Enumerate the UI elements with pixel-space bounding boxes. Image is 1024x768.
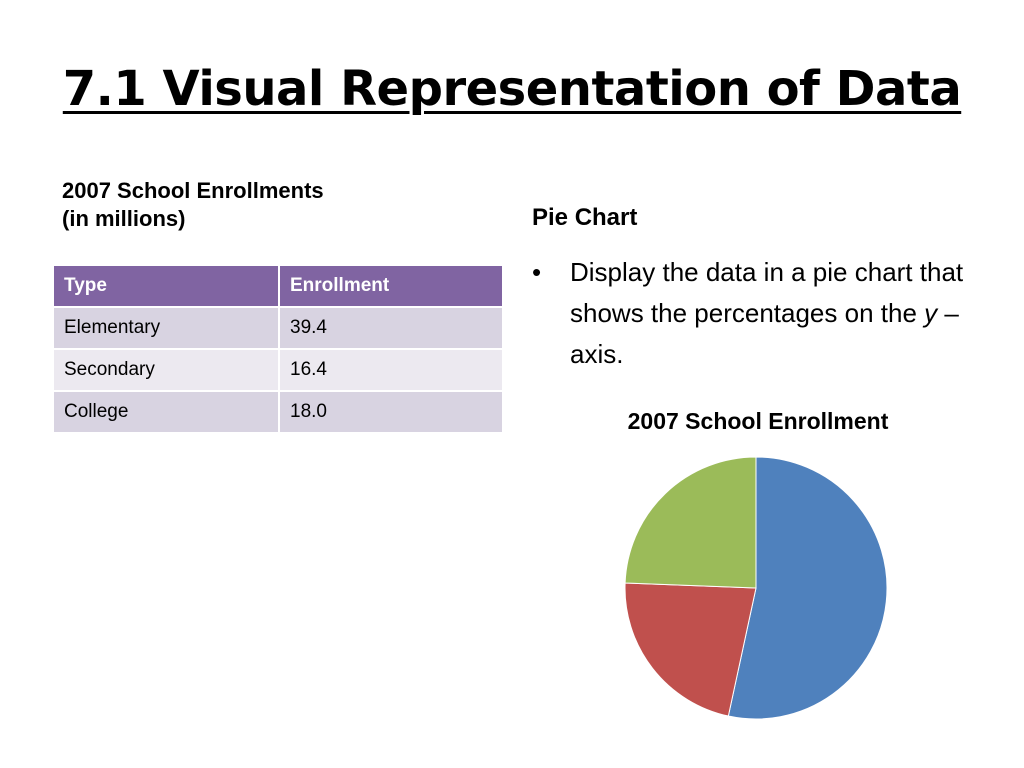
table-row: Elementary 39.4 [52, 306, 504, 350]
pie-chart-heading: Pie Chart [532, 204, 638, 231]
table-cell-type: Secondary [52, 348, 280, 392]
enrollment-table: Type Enrollment Elementary 39.4 Secondar… [52, 264, 504, 434]
bullet-item: • Display the data in a pie chart that s… [532, 252, 992, 374]
pie-slice-college [624, 456, 757, 589]
slide-title: 7.1 Visual Representation of Data [62, 61, 962, 117]
table-cell-enrollment: 18.0 [278, 390, 504, 434]
pie-slice-secondary [624, 582, 757, 717]
table-header-enrollment: Enrollment [278, 264, 504, 308]
table-row: Secondary 16.4 [52, 348, 504, 392]
table-header-row: Type Enrollment [52, 264, 504, 308]
pie-slice-elementary [727, 456, 888, 720]
bullet-text: Display the data in a pie chart that sho… [570, 252, 992, 374]
chart-title: 2007 School Enrollment [627, 408, 889, 434]
table-row: College 18.0 [52, 390, 504, 434]
bullet-text-part-2: – axis. [570, 297, 959, 369]
table-caption-line-1: 2007 School Enrollments [62, 178, 324, 203]
table-cell-enrollment: 39.4 [278, 306, 504, 350]
bullet-variable: y [924, 297, 938, 328]
table-cell-type: College [52, 390, 280, 434]
table-cell-enrollment: 16.4 [278, 348, 504, 392]
table-header-type: Type [52, 264, 280, 308]
bullet-marker: • [532, 257, 542, 287]
pie-chart [624, 456, 888, 720]
bullet-text-part-1: Display the data in a pie chart that sho… [570, 257, 964, 328]
table-cell-type: Elementary [52, 306, 280, 350]
table-caption: 2007 School Enrollments (in millions) [62, 177, 462, 232]
table-caption-line-2: (in millions) [62, 205, 186, 231]
